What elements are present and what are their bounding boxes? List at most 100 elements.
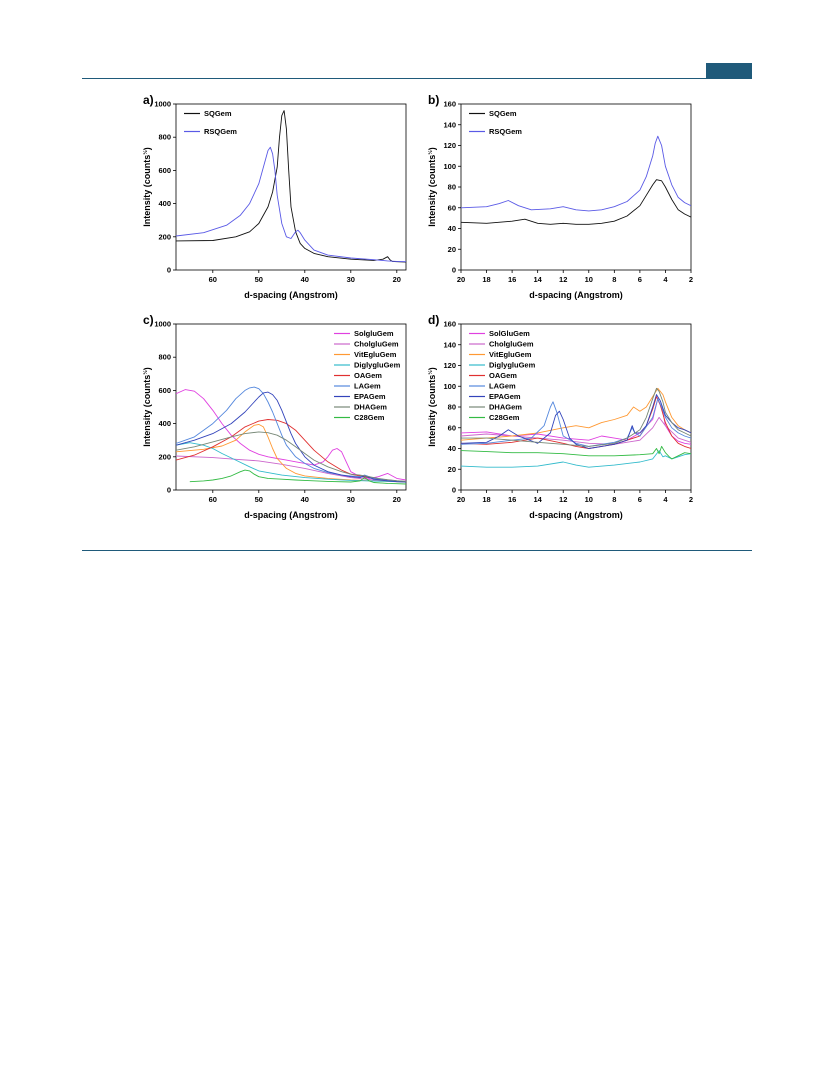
x-tick-label: 20 — [457, 495, 465, 504]
legend-label: LAGem — [489, 382, 516, 391]
y-tick-label: 40 — [448, 224, 456, 233]
x-axis-title: d-spacing (Angstrom) — [244, 290, 338, 300]
y-tick-label: 120 — [443, 141, 456, 150]
y-tick-label: 800 — [158, 353, 171, 362]
x-tick-label: 50 — [255, 495, 263, 504]
x-tick-label: 4 — [663, 495, 668, 504]
legend-label: SQGem — [204, 109, 232, 118]
x-tick-label: 10 — [585, 495, 593, 504]
series-line-LAGem — [461, 398, 691, 447]
y-axis-title: Intensity (counts½) — [142, 147, 152, 227]
legend-label: OAGem — [489, 371, 517, 380]
series-line-SQGem — [461, 179, 691, 225]
y-tick-label: 20 — [448, 245, 456, 254]
panel-label: b) — [428, 93, 440, 107]
series-line-DiglygluGem — [176, 442, 406, 483]
plot-frame — [175, 323, 407, 491]
legend-label: DiglygluGem — [489, 361, 536, 370]
y-tick-label: 600 — [158, 166, 171, 175]
panel-label: d) — [428, 313, 440, 327]
y-tick-label: 100 — [443, 382, 456, 391]
x-tick-label: 20 — [457, 275, 465, 284]
x-axis-title: d-spacing (Angstrom) — [529, 510, 623, 520]
legend-label: DHAGem — [489, 403, 522, 412]
plot-frame — [175, 103, 407, 271]
y-tick-label: 160 — [443, 320, 456, 329]
series-line-EPAGem — [176, 391, 406, 483]
y-tick-label: 80 — [448, 183, 456, 192]
series-line-OAGem — [461, 396, 691, 449]
x-tick-label: 18 — [482, 495, 490, 504]
x-axis-title: d-spacing (Angstrom) — [529, 290, 623, 300]
series-line-DiglygluGem — [461, 450, 691, 468]
x-tick-label: 6 — [638, 495, 642, 504]
series-line-DHAGem — [176, 431, 406, 482]
legend-label: SolgluGem — [354, 329, 394, 338]
y-axis-title: Intensity (counts½) — [427, 367, 437, 447]
y-tick-label: 800 — [158, 133, 171, 142]
y-tick-label: 1000 — [154, 100, 171, 109]
y-tick-label: 40 — [448, 444, 456, 453]
x-tick-label: 20 — [393, 275, 401, 284]
y-tick-label: 0 — [167, 266, 171, 275]
legend-label: C28Gem — [489, 413, 520, 422]
x-tick-label: 50 — [255, 275, 263, 284]
x-tick-label: 4 — [663, 275, 668, 284]
chart-panel-b: b) 0 20 40 60 80 100 120 140 160 20 18 16 14 12 10 8 6 4 2… — [425, 90, 715, 325]
y-tick-label: 200 — [158, 232, 171, 241]
series-line-C28Gem — [461, 445, 691, 460]
chart-c-svg: 0 200 400 600 800 1000 60 50 40 30 20 d-spacing (An… — [142, 320, 407, 520]
legend-label: RSQGem — [489, 127, 522, 136]
y-tick-label: 0 — [452, 486, 456, 495]
series-line-RSQGem — [461, 135, 691, 212]
footer-rule — [82, 550, 752, 551]
y-tick-label: 400 — [158, 199, 171, 208]
x-tick-label: 30 — [347, 495, 355, 504]
series-line-RSQGem — [176, 146, 406, 263]
legend-label: DHAGem — [354, 403, 387, 412]
series-line-SQGem — [176, 110, 406, 263]
x-tick-label: 20 — [393, 495, 401, 504]
series-line-EPAGem — [461, 394, 691, 449]
legend-label: RSQGem — [204, 127, 237, 136]
y-tick-label: 60 — [448, 423, 456, 432]
y-tick-label: 0 — [167, 486, 171, 495]
x-tick-label: 40 — [301, 275, 309, 284]
x-tick-label: 6 — [638, 275, 642, 284]
chart-panel-c: c) 0 200 400 600 800 1000 60 50 40 30 20 d-spacing … — [140, 310, 430, 545]
legend-label: CholgluGem — [354, 340, 399, 349]
x-tick-label: 2 — [689, 275, 693, 284]
legend-label: C28Gem — [354, 413, 385, 422]
legend-label: EPAGem — [354, 392, 386, 401]
x-tick-label: 16 — [508, 275, 516, 284]
x-axis-title: d-spacing (Angstrom) — [244, 510, 338, 520]
y-tick-label: 1000 — [154, 320, 171, 329]
legend-label: SQGem — [489, 109, 517, 118]
chart-a-svg: 0 200 400 600 800 1000 60 50 40 30 20 d-spacing (An… — [142, 100, 407, 300]
x-tick-label: 16 — [508, 495, 516, 504]
y-tick-label: 0 — [452, 266, 456, 275]
header-rule — [82, 78, 752, 79]
header-accent-tab — [706, 63, 752, 78]
legend-label: OAGem — [354, 371, 382, 380]
x-tick-label: 8 — [612, 275, 616, 284]
panel-label: a) — [143, 93, 154, 107]
y-tick-label: 100 — [443, 162, 456, 171]
x-tick-label: 60 — [209, 275, 217, 284]
legend-label: VitEgluGem — [354, 350, 397, 359]
x-tick-label: 40 — [301, 495, 309, 504]
series-line-C28Gem — [189, 469, 406, 485]
x-tick-label: 18 — [482, 275, 490, 284]
series-line-VitEgluGem — [461, 387, 691, 441]
chart-panel-a: a) 0 200 400 600 800 1000 60 50 40 30 20 d-spacing … — [140, 90, 430, 325]
x-tick-label: 60 — [209, 495, 217, 504]
legend-label: CholgluGem — [489, 340, 534, 349]
y-axis-title: Intensity (counts½) — [142, 367, 152, 447]
y-tick-label: 80 — [448, 403, 456, 412]
y-tick-label: 600 — [158, 386, 171, 395]
y-tick-label: 120 — [443, 361, 456, 370]
legend-label: SolGluGem — [489, 329, 530, 338]
x-tick-label: 12 — [559, 275, 567, 284]
y-tick-label: 140 — [443, 340, 456, 349]
